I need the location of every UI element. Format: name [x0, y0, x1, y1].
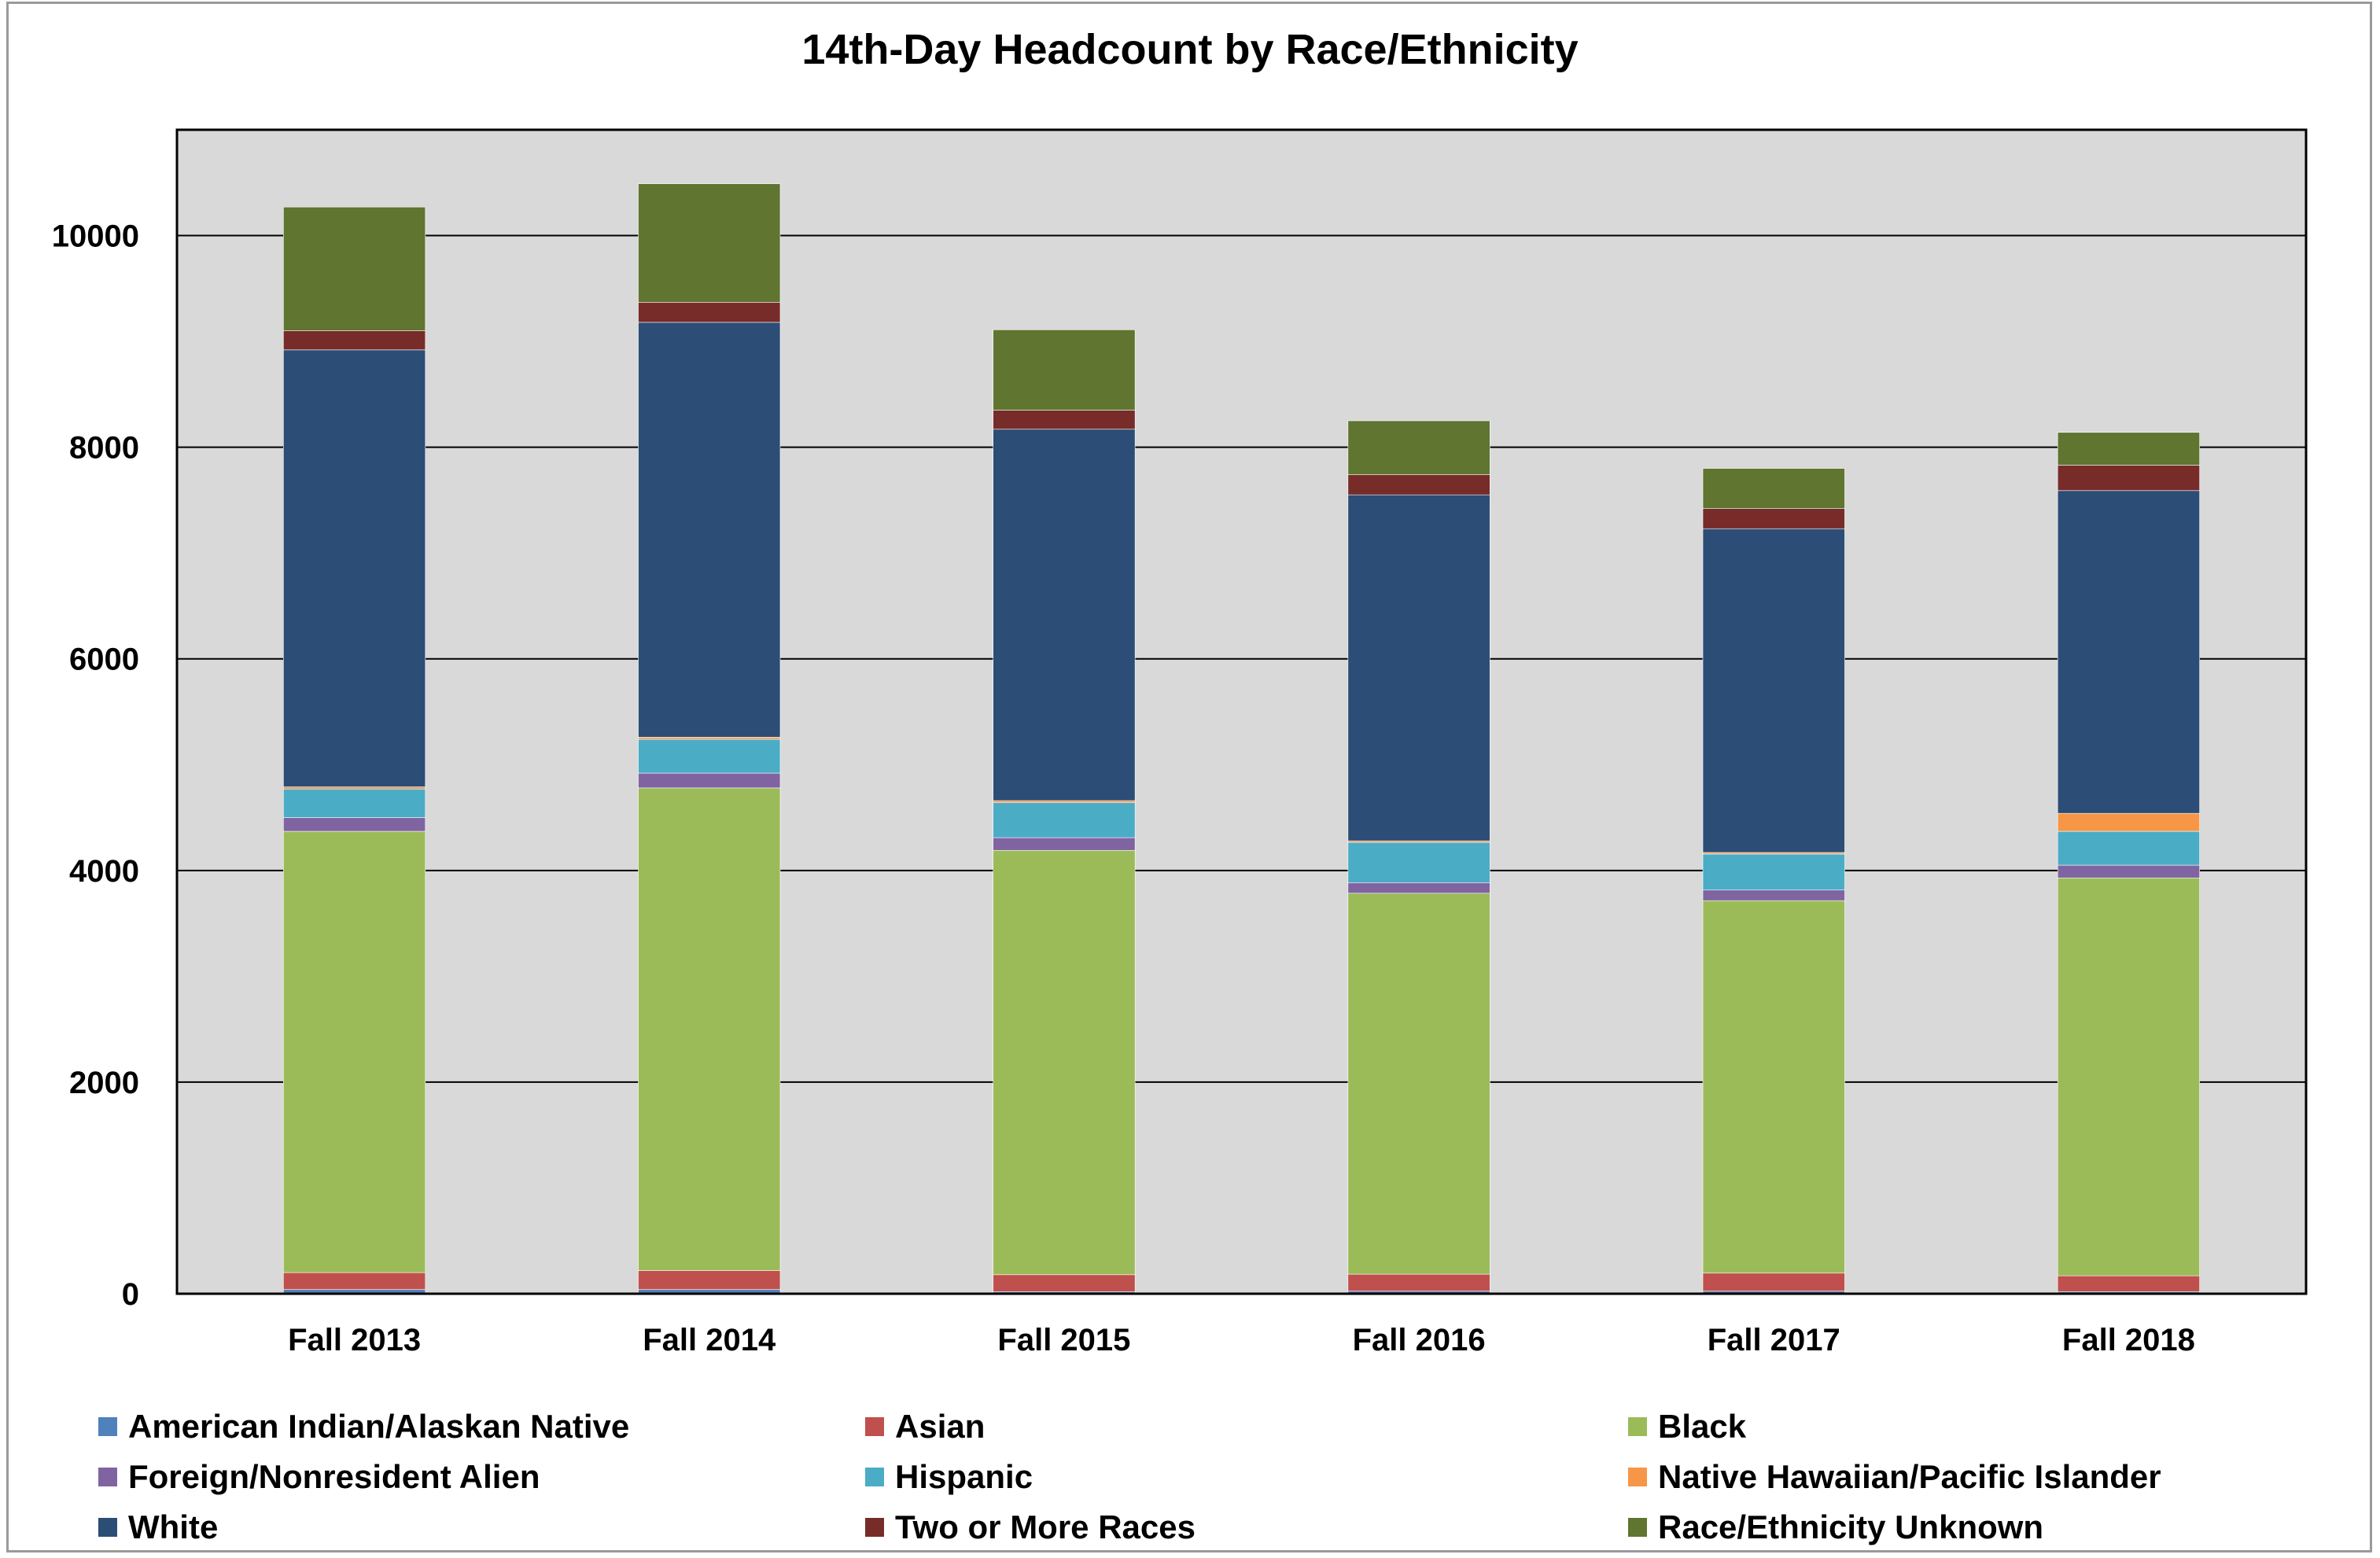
- legend-swatch: [1628, 1468, 1647, 1486]
- legend-label: Foreign/Nonresident Alien: [128, 1458, 540, 1495]
- bar-segment: [1702, 853, 1845, 891]
- bar-segment: [638, 787, 781, 1271]
- bar-segment: [993, 849, 1136, 1276]
- legend-item: Native Hawaiian/Pacific Islander: [1628, 1454, 2161, 1500]
- y-tick-label: 2000: [69, 1066, 139, 1100]
- legend-swatch: [865, 1518, 884, 1537]
- y-tick-label: 0: [122, 1277, 139, 1312]
- bar-segment: [1347, 893, 1490, 1275]
- bar-segment: [283, 330, 426, 351]
- x-tick-label: Fall 2018: [2062, 1323, 2195, 1357]
- bar-segment: [993, 1274, 1136, 1292]
- bar-segment: [1347, 1273, 1490, 1291]
- bar-segment: [283, 786, 426, 790]
- bar-segment: [1702, 1273, 1845, 1291]
- bar-segment: [1702, 852, 1845, 855]
- legend-swatch: [865, 1468, 884, 1486]
- x-tick-label: Fall 2013: [288, 1323, 421, 1357]
- legend-swatch: [98, 1468, 117, 1486]
- legend-item: Black: [1628, 1404, 1746, 1449]
- bar-segment: [1702, 508, 1845, 529]
- bar-segment: [638, 738, 781, 774]
- bar-segment: [2057, 877, 2200, 1276]
- legend-swatch: [98, 1417, 117, 1436]
- bar-segment: [283, 831, 426, 1273]
- plot-border: [175, 128, 2308, 1295]
- legend-swatch: [98, 1518, 117, 1537]
- bar-segment: [1347, 474, 1490, 495]
- bar-segment: [1347, 842, 1490, 883]
- bar-segment: [283, 1272, 426, 1290]
- legend-swatch: [865, 1417, 884, 1436]
- bar-segment: [638, 322, 781, 738]
- bar-segment: [638, 772, 781, 789]
- bar-segment: [1347, 420, 1490, 475]
- legend-label: Race/Ethnicity Unknown: [1658, 1508, 2044, 1545]
- legend-item: Two or More Races: [865, 1505, 1196, 1550]
- bar-segment: [638, 302, 781, 323]
- x-tick-label: Fall 2017: [1708, 1323, 1840, 1357]
- x-tick-label: Fall 2015: [997, 1323, 1130, 1357]
- bar-segment: [993, 800, 1136, 804]
- legend-item: Asian: [865, 1404, 985, 1449]
- bar-segment: [1702, 468, 1845, 509]
- legend-item: American Indian/Alaskan Native: [98, 1404, 629, 1449]
- bar-segment: [2057, 465, 2200, 492]
- legend-item: Race/Ethnicity Unknown: [1628, 1505, 2043, 1550]
- legend-label: Black: [1658, 1408, 1747, 1445]
- legend-item: White: [98, 1505, 218, 1550]
- legend-label: Native Hawaiian/Pacific Islander: [1658, 1458, 2161, 1495]
- bar-segment: [283, 206, 426, 331]
- bar-segment: [638, 183, 781, 303]
- legend-item: Hispanic: [865, 1454, 1033, 1500]
- y-tick-label: 10000: [52, 219, 139, 254]
- legend-label: Hispanic: [895, 1458, 1033, 1495]
- bar-segment: [638, 736, 781, 740]
- bar-segment: [283, 817, 426, 832]
- bar-segment: [2057, 864, 2200, 878]
- legend-item: Foreign/Nonresident Alien: [98, 1454, 540, 1500]
- bar-segment: [993, 802, 1136, 838]
- bar-segment: [993, 329, 1136, 411]
- bar-segment: [638, 1270, 781, 1290]
- bar-segment: [2057, 812, 2200, 832]
- legend-label: American Indian/Alaskan Native: [128, 1408, 630, 1445]
- bar-segment: [2057, 1275, 2200, 1292]
- bar-segment: [1702, 528, 1845, 853]
- bar-segment: [1347, 882, 1490, 894]
- y-tick-label: 8000: [69, 431, 139, 466]
- bar-segment: [993, 410, 1136, 430]
- bar-segment: [1347, 840, 1490, 843]
- bar-segment: [2057, 831, 2200, 866]
- legend-label: Two or More Races: [895, 1508, 1196, 1545]
- bar-segment: [993, 837, 1136, 851]
- y-tick-label: 4000: [69, 854, 139, 889]
- bar-segment: [283, 788, 426, 818]
- legend-label: Asian: [895, 1408, 986, 1445]
- x-tick-label: Fall 2014: [643, 1323, 776, 1357]
- y-tick-label: 6000: [69, 643, 139, 677]
- x-tick-label: Fall 2016: [1353, 1323, 1486, 1357]
- chart-title: 14th-Day Headcount by Race/Ethnicity: [801, 26, 1579, 73]
- bar-segment: [2057, 490, 2200, 814]
- bar-segment: [1702, 900, 1845, 1274]
- chart-legend: American Indian/Alaskan Native Asian Black…: [98, 1404, 2348, 1553]
- bar-segment: [1702, 889, 1845, 901]
- legend-swatch: [1628, 1518, 1647, 1537]
- bar-segment: [2057, 432, 2200, 466]
- bar-segment: [993, 429, 1136, 801]
- legend-swatch: [1628, 1417, 1647, 1436]
- bar-segment: [1347, 494, 1490, 842]
- legend-label: White: [128, 1508, 219, 1545]
- bar-segment: [283, 349, 426, 787]
- plot-area: [177, 130, 2306, 1294]
